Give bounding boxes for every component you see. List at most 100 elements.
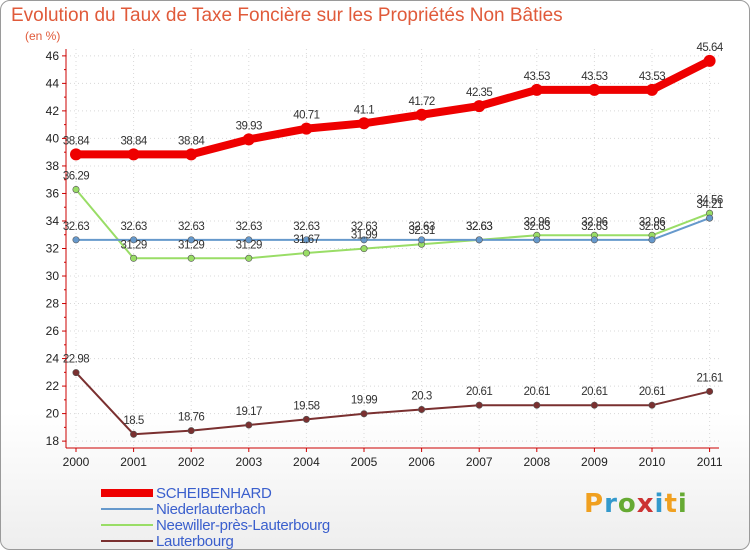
data-point	[358, 117, 370, 130]
data-point	[302, 249, 310, 257]
data-point	[70, 148, 82, 161]
data-label: 36.29	[63, 170, 89, 182]
x-tick-label: 2005	[351, 455, 378, 469]
data-label: 32.63	[178, 221, 204, 233]
data-point	[590, 236, 598, 244]
data-point	[72, 185, 80, 193]
brand-letter: t	[664, 489, 678, 519]
data-label: 42.35	[466, 87, 492, 99]
data-point	[130, 236, 138, 244]
brand-letter: i	[677, 489, 688, 519]
data-label: 18.76	[178, 412, 204, 424]
data-point	[130, 430, 138, 438]
data-point	[187, 254, 195, 262]
data-point	[360, 410, 368, 418]
data-label: 38.84	[178, 135, 205, 147]
legend-label: Niederlauterbach	[156, 500, 266, 518]
x-tick-label: 2009	[581, 455, 608, 469]
series-line-neewiller-pr-s-lauterbourg	[75, 188, 710, 260]
brand-letter: o	[617, 489, 637, 519]
x-tick-label: 2006	[408, 455, 435, 469]
data-point	[706, 387, 714, 395]
data-point	[533, 236, 541, 244]
data-label: 20.3	[411, 390, 431, 402]
data-label: 32.63	[63, 221, 89, 233]
chart-title: Evolution du Taux de Taxe Foncière sur l…	[11, 5, 563, 26]
series-line-lauterbourg	[75, 371, 710, 436]
data-label: 20.61	[466, 386, 492, 398]
legend-item: Lauterbourg	[101, 533, 330, 549]
data-label: 32.63	[581, 221, 607, 233]
data-point	[242, 133, 255, 146]
data-point	[588, 83, 601, 96]
data-point	[418, 236, 426, 244]
x-tick-label: 2010	[639, 455, 666, 469]
data-point	[648, 236, 656, 244]
legend-swatch	[101, 489, 153, 497]
data-point	[475, 401, 483, 409]
data-label: 31.29	[178, 239, 204, 251]
data-label: 20.61	[639, 386, 665, 398]
y-tick-label: 42	[46, 104, 60, 118]
brand-letter: x	[636, 489, 655, 519]
data-label: 19.58	[293, 400, 319, 412]
y-tick-label: 30	[46, 269, 60, 283]
data-label: 39.93	[236, 120, 262, 132]
data-point	[590, 401, 598, 409]
data-label: 32.63	[351, 221, 377, 233]
data-point	[245, 254, 253, 262]
data-label: 32.96	[581, 216, 607, 228]
data-point	[187, 427, 195, 435]
legend-item: Neewiller-près-Lauterbourg	[101, 517, 330, 534]
data-label: 43.53	[581, 71, 607, 83]
brand-letter: P	[584, 489, 605, 519]
proxiti-logo: Proxiti	[584, 489, 688, 519]
data-label: 20.61	[581, 386, 607, 398]
data-label: 20.61	[524, 386, 550, 398]
data-point	[475, 236, 483, 244]
y-tick-label: 32	[46, 242, 60, 256]
legend-swatch	[101, 540, 153, 542]
y-axis-label: (en %)	[25, 29, 61, 43]
data-label: 41.72	[408, 96, 434, 108]
y-tick-label: 24	[46, 352, 60, 366]
y-tick-label: 38	[46, 159, 60, 173]
data-label: 32.63	[236, 221, 262, 233]
brand-letter: r	[604, 489, 618, 519]
data-point	[302, 415, 310, 423]
data-label: 32.63	[466, 221, 492, 233]
data-label: 38.84	[120, 135, 147, 147]
y-tick-label: 34	[46, 214, 60, 228]
data-label: 31.67	[293, 234, 319, 246]
y-tick-label: 22	[46, 379, 60, 393]
data-label: 32.63	[524, 221, 550, 233]
x-tick-label: 2008	[523, 455, 550, 469]
legend-swatch	[101, 508, 153, 510]
data-point	[703, 54, 716, 67]
data-label: 21.61	[696, 372, 722, 384]
legend-swatch	[101, 524, 153, 526]
x-tick-label: 2007	[466, 455, 493, 469]
data-point	[648, 401, 656, 409]
data-label: 18.5	[123, 415, 143, 427]
data-label: 45.64	[696, 42, 723, 54]
y-tick-label: 46	[46, 49, 60, 63]
data-label: 31.29	[236, 239, 262, 251]
data-label: 32.31	[408, 225, 434, 237]
x-tick-label: 2003	[235, 455, 262, 469]
legend-label: SCHEIBENHARD	[156, 484, 272, 502]
legend-item: Niederlauterbach	[101, 500, 330, 518]
data-label: 19.17	[236, 406, 262, 418]
data-label: 31.29	[120, 239, 146, 251]
brand-letter: i	[654, 489, 665, 519]
data-label: 32.63	[639, 221, 665, 233]
x-tick-label: 2001	[120, 455, 147, 469]
legend-label: Lauterbourg	[156, 532, 234, 550]
x-tick-label: 2002	[178, 455, 205, 469]
legend-item: SCHEIBENHARD	[101, 484, 330, 502]
data-point	[646, 83, 658, 96]
data-point	[245, 236, 253, 244]
data-label: 38.84	[63, 135, 90, 147]
